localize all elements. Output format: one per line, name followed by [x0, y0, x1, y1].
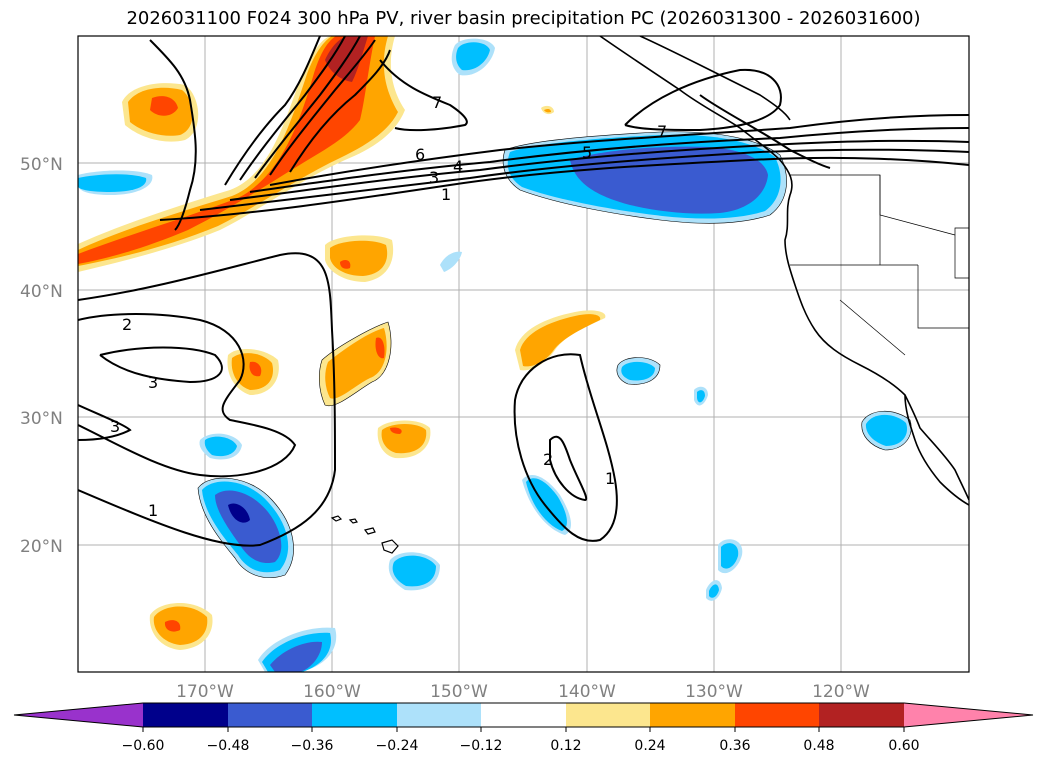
contour-label: 7 — [432, 93, 442, 112]
colorbar-tick-label: 0.60 — [888, 738, 919, 754]
colorbar-tick-label: 0.12 — [550, 738, 581, 754]
contour-label: 6 — [415, 145, 425, 164]
latitude-labels: 50°N 40°N 30°N 20°N — [20, 155, 63, 557]
colorbar-segment — [904, 703, 1033, 727]
colorbar-tick-label: 0.36 — [719, 738, 750, 754]
positive-precip-blobs — [122, 83, 606, 650]
contour-label: 1 — [148, 501, 158, 520]
colorbar-segment — [819, 703, 904, 727]
lat-label: 50°N — [20, 155, 63, 175]
lon-label: 170°W — [176, 682, 234, 702]
contour-label: 7 — [657, 122, 667, 141]
colorbar: −0.60 −0.48 −0.36 −0.24 −0.12 0.12 0.24 … — [13, 702, 1034, 754]
lon-label: 120°W — [812, 682, 870, 702]
lon-label: 160°W — [303, 682, 361, 702]
colorbar-tick-label: 0.24 — [634, 738, 665, 754]
plot-frame — [77, 35, 970, 673]
map-title: 2026031100 F024 300 hPa PV, river basin … — [126, 8, 921, 29]
colorbar-segment — [566, 703, 650, 727]
pv-contours — [78, 36, 969, 547]
colorbar-tick-label: 0.48 — [803, 738, 834, 754]
lat-label: 40°N — [20, 282, 63, 302]
colorbar-segment — [735, 703, 819, 727]
negative-precip-blobs — [78, 38, 912, 672]
lat-label: 20°N — [20, 537, 63, 557]
colorbar-segment — [143, 703, 228, 727]
contour-labels: 7 6 4 3 1 5 7 2 3 3 1 2 1 — [110, 93, 667, 520]
shading-outlines — [197, 131, 912, 578]
lon-label: 150°W — [430, 682, 488, 702]
colorbar-tick-label: −0.60 — [122, 738, 165, 754]
colorbar-tick-label: −0.36 — [291, 738, 334, 754]
colorbar-tick-label: −0.12 — [460, 738, 503, 754]
contour-label: 5 — [582, 143, 592, 162]
contour-label: 2 — [122, 315, 132, 334]
coastlines — [599, 36, 969, 506]
colorbar-tick-label: −0.24 — [376, 738, 419, 754]
contour-label: 4 — [453, 157, 463, 176]
longitude-labels: 170°W 160°W 150°W 140°W 130°W 120°W — [176, 682, 870, 702]
hawaiian-islands — [330, 515, 399, 554]
state-borders — [790, 174, 969, 356]
lon-label: 130°W — [685, 682, 743, 702]
contour-label: 1 — [441, 185, 451, 204]
colorbar-segment — [14, 703, 143, 727]
colorbar-segment — [312, 703, 397, 727]
lon-label: 140°W — [558, 682, 616, 702]
contour-label: 3 — [148, 373, 158, 392]
colorbar-tick-label: −0.48 — [207, 738, 250, 754]
colorbar-segment — [397, 703, 481, 727]
colorbar-segment — [481, 703, 566, 727]
colorbar-segment — [228, 703, 312, 727]
map-plot-area: 7 6 4 3 1 5 7 2 3 3 1 2 1 — [78, 36, 969, 672]
contour-label: 3 — [110, 417, 120, 436]
contour-label: 2 — [543, 450, 553, 469]
lat-label: 30°N — [20, 409, 63, 429]
colorbar-segment — [650, 703, 735, 727]
contour-label: 1 — [605, 469, 615, 488]
contour-label: 3 — [429, 168, 439, 187]
